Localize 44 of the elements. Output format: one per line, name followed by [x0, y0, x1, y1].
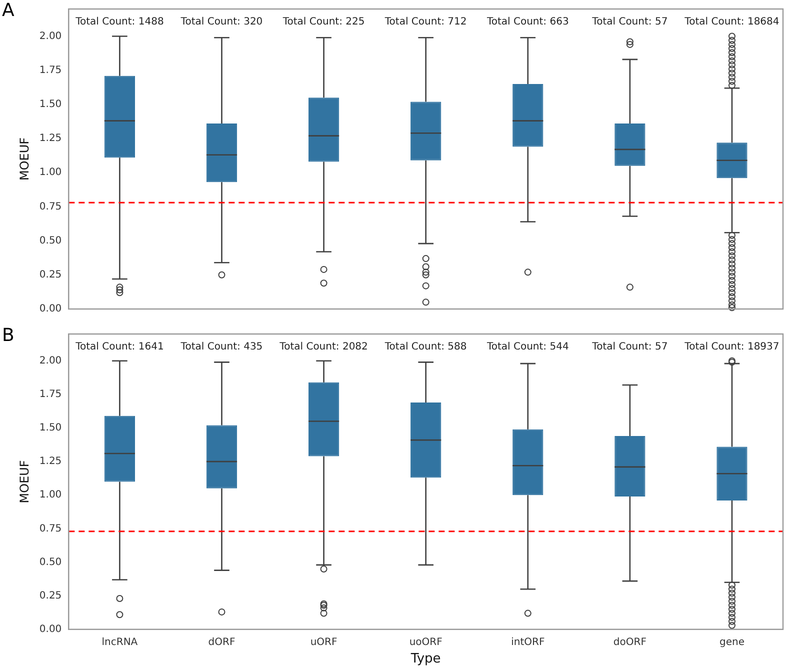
annotation: Total Count: 712	[384, 16, 467, 28]
y-tick-label: 0.00	[39, 304, 62, 315]
y-tick-label: 2.00	[39, 355, 62, 366]
chart-title: A	[2, 0, 14, 21]
y-tick-label: 1.75	[39, 64, 62, 76]
y-tick-label: 1.50	[39, 99, 62, 110]
y-axis-title: MOEUF	[17, 137, 32, 181]
x-tick-label: uORF	[310, 636, 338, 648]
annotation: Total Count: 57	[591, 16, 668, 28]
annotation: Total Count: 320	[180, 16, 263, 28]
y-tick-label: 0.75	[39, 523, 62, 534]
annotation: Total Count: 663	[486, 16, 569, 28]
x-tick-label: dORF	[208, 636, 236, 648]
x-tick-label: gene	[719, 636, 744, 648]
annotation: Total Count: 225	[282, 16, 365, 28]
annotation: Total Count: 544	[486, 342, 569, 353]
annotation: Total Count: 57	[591, 342, 668, 353]
y-tick-label: 1.75	[39, 389, 62, 400]
y-tick-label: 1.25	[39, 133, 62, 144]
y-tick-label: 0.25	[39, 270, 62, 281]
y-tick-label: 1.25	[39, 456, 62, 468]
annotation: Total Count: 18684	[684, 16, 780, 28]
annotation: Total Count: 1641	[74, 342, 164, 353]
y-tick-label: 1.00	[39, 167, 62, 178]
annotation: Total Count: 18937	[684, 342, 780, 353]
y-tick-label: 0.25	[39, 590, 62, 602]
annotation: Total Count: 435	[180, 342, 263, 353]
x-tick-label: doORF	[613, 636, 647, 648]
annotation: Total Count: 1488	[74, 16, 164, 28]
y-tick-label: 2.00	[39, 30, 62, 42]
x-tick-label: uoORF	[409, 636, 443, 648]
y-tick-label: 0.50	[39, 556, 62, 568]
y-tick-label: 1.50	[39, 422, 62, 434]
x-tick-label: intORF	[511, 636, 545, 648]
y-tick-label: 1.00	[39, 490, 62, 501]
x-tick-label: lncRNA	[102, 636, 138, 648]
y-tick-label: 0.75	[39, 201, 62, 212]
chart-title: B	[2, 325, 14, 346]
annotation: Total Count: 588	[384, 342, 467, 353]
y-axis-title: MOEUF	[17, 460, 32, 504]
x-axis-title: Type	[410, 652, 441, 667]
y-tick-label: 0.50	[39, 235, 62, 246]
annotation: Total Count: 2082	[278, 342, 368, 353]
y-tick-label: 0.00	[39, 624, 62, 635]
